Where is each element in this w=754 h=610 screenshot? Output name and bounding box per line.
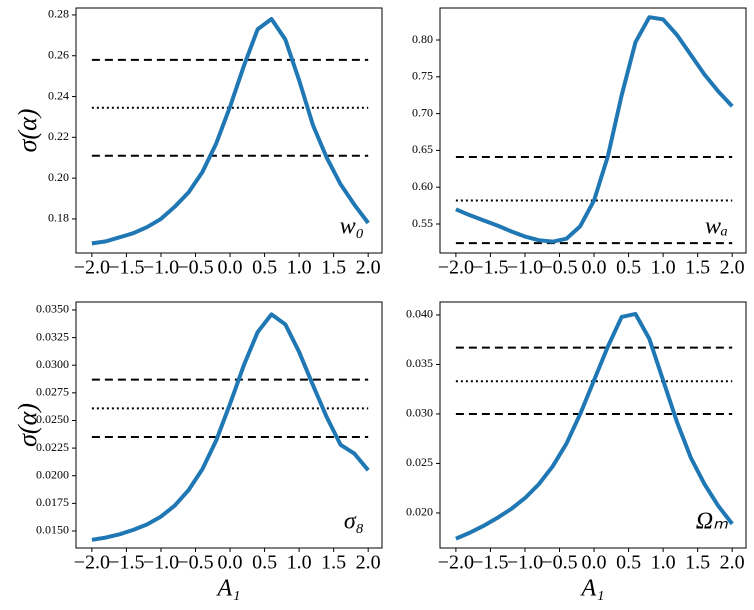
x-tick-label: −1.0 <box>507 257 543 279</box>
x-tick-label: −0.5 <box>541 257 577 279</box>
x-tick-label: 1.0 <box>287 257 312 279</box>
x-tick-label: 0.5 <box>616 552 641 574</box>
y-tick-label: 0.20 <box>48 170 69 184</box>
x-tick-label: 2.0 <box>720 257 745 279</box>
x-tick-label: −1.5 <box>108 552 144 574</box>
x-tick-label: −1.0 <box>143 257 179 279</box>
y-tick-label: 0.0250 <box>36 412 69 426</box>
data-line <box>91 312 370 542</box>
annotation: wₐ <box>705 214 728 240</box>
x-tick-label: 2.0 <box>720 552 745 574</box>
x-tick-label: 0.0 <box>218 552 243 574</box>
x-tick-label: −2.0 <box>74 552 110 574</box>
x-tick-label: 0.0 <box>582 552 607 574</box>
subplot: 0.0150 0.0175 0.0200 0.0225 0.0250 0.0275 0.03… <box>13 301 383 602</box>
y-tick-label: 0.025 <box>406 455 433 469</box>
y-tick-label: 0.0325 <box>36 329 69 343</box>
y-tick-label: 0.60 <box>412 179 433 193</box>
x-tick-label: 0.5 <box>616 257 641 279</box>
y-tick-label: 0.0275 <box>36 385 69 399</box>
x-tick-label: 1.5 <box>321 257 346 279</box>
x-tick-label: 1.5 <box>321 552 346 574</box>
y-tick-label: 0.55 <box>412 216 433 230</box>
data-line <box>455 15 734 244</box>
y-tick-label: 0.80 <box>412 32 433 46</box>
subplot: 0.020 0.025 0.030 0.035 0.040 −2.0−1.5−1.0−0.… <box>406 301 747 602</box>
y-tick-label: 0.0225 <box>36 440 69 454</box>
y-tick-label: 0.040 <box>406 307 433 321</box>
plot-frame <box>439 7 747 254</box>
x-tick-label: −1.5 <box>108 257 144 279</box>
x-tick-label: 1.0 <box>287 552 312 574</box>
y-tick-label: 0.26 <box>48 47 69 61</box>
y-axis-label: σ(α) <box>13 403 42 447</box>
x-tick-label: −2.0 <box>74 257 110 279</box>
x-tick-label: 0.0 <box>582 257 607 279</box>
y-tick-label: 0.030 <box>406 406 433 420</box>
plot-frame <box>439 301 747 549</box>
y-tick-label: 0.0175 <box>36 495 69 509</box>
data-line <box>91 17 370 246</box>
x-tick-label: −1.0 <box>507 552 543 574</box>
x-tick-label: −1.5 <box>472 257 508 279</box>
x-tick-label: 1.0 <box>651 257 676 279</box>
y-tick-label: 0.75 <box>412 69 433 83</box>
x-tick-label: −0.5 <box>177 257 213 279</box>
y-tick-label: 0.035 <box>406 356 433 370</box>
y-tick-label: 0.24 <box>48 88 69 102</box>
y-tick-label: 0.0200 <box>36 467 69 481</box>
annotation: Ωₘ <box>696 509 728 535</box>
x-tick-label: −0.5 <box>177 552 213 574</box>
y-tick-label: 0.28 <box>48 7 69 21</box>
x-tick-label: −2.0 <box>438 257 474 279</box>
y-tick-label: 0.0300 <box>36 357 69 371</box>
x-tick-label: −2.0 <box>438 552 474 574</box>
plot-frame <box>75 7 383 254</box>
subplot: 0.55 0.60 0.65 0.70 0.75 0.80 −2.0−1.5−1.0−0.5… <box>412 7 747 279</box>
x-tick-label: −1.5 <box>472 552 508 574</box>
y-tick-label: 0.0350 <box>36 302 69 316</box>
x-tick-label: 1.0 <box>651 552 676 574</box>
x-tick-label: 0.5 <box>252 552 277 574</box>
x-axis-label: A₁ <box>215 576 240 602</box>
y-tick-label: 0.18 <box>48 211 69 225</box>
plot-frame <box>75 301 383 549</box>
y-tick-label: 0.020 <box>406 505 433 519</box>
y-axis-label: σ(α) <box>13 109 42 153</box>
x-tick-label: 2.0 <box>356 552 381 574</box>
subplot: 0.18 0.20 0.22 0.24 0.26 0.28 −2.0−1.5−1.0−0.5… <box>13 7 383 279</box>
annotation: σ₈ <box>344 509 364 535</box>
x-tick-label: 1.5 <box>685 257 710 279</box>
x-axis-label: A₁ <box>579 576 604 602</box>
x-tick-label: 1.5 <box>685 552 710 574</box>
data-line <box>455 311 734 541</box>
y-tick-label: 0.70 <box>412 105 433 119</box>
annotation: w₀ <box>340 214 364 240</box>
x-tick-label: −1.0 <box>143 552 179 574</box>
x-tick-label: 0.5 <box>252 257 277 279</box>
x-tick-label: 2.0 <box>356 257 381 279</box>
y-tick-label: 0.0150 <box>36 523 69 537</box>
x-tick-label: 0.0 <box>218 257 243 279</box>
y-tick-label: 0.22 <box>48 129 69 143</box>
y-tick-label: 0.65 <box>412 142 433 156</box>
x-tick-label: −0.5 <box>541 552 577 574</box>
